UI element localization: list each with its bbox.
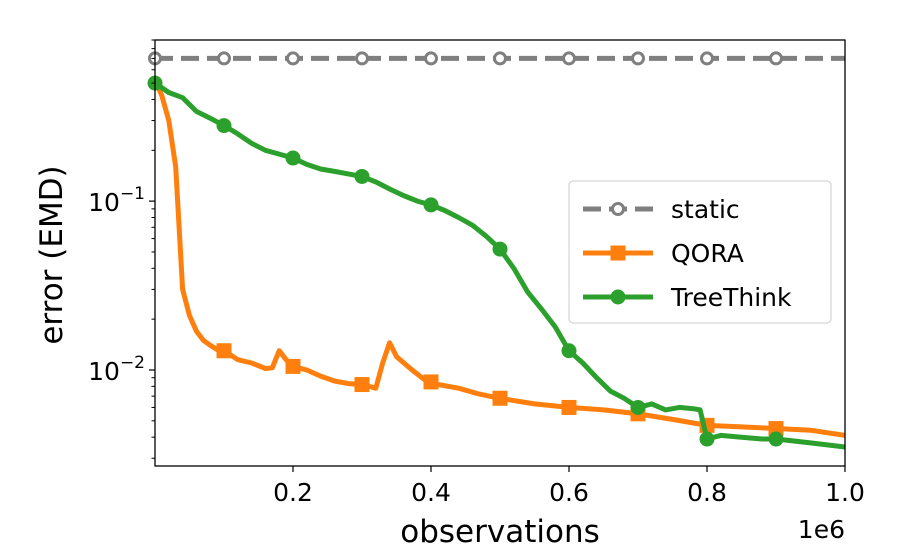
series-markers-treethink (147, 75, 784, 447)
data-point-qora (492, 390, 508, 406)
y-tick-label: 10−2 (88, 353, 145, 386)
data-point-qora (561, 399, 577, 415)
data-point-treethink (423, 197, 439, 213)
x-axis-label: observations (400, 514, 600, 550)
data-point-treethink (699, 431, 715, 447)
series-markers-static (148, 51, 783, 66)
data-point-static (700, 51, 714, 66)
data-point-static (424, 51, 438, 66)
plot-frame (154, 39, 846, 467)
data-point-qora (285, 358, 301, 374)
legend: static QORA TreeThink (568, 180, 832, 324)
x-offset-label: 1e6 (798, 515, 845, 544)
x-tick-label: 0.4 (411, 478, 451, 507)
legend-label-treethink: TreeThink (670, 283, 792, 312)
x-tick-label: 1.0 (825, 478, 865, 507)
x-tick-label: 0.2 (273, 478, 313, 507)
data-point-static (286, 51, 300, 66)
legend-frame (568, 180, 832, 324)
data-point-qora (216, 343, 232, 359)
data-point-treethink (285, 150, 301, 166)
y-axis-label: error (EMD) (34, 165, 70, 344)
data-point-qora (423, 374, 439, 390)
series-line-treethink (155, 81, 845, 450)
data-point-static (217, 51, 231, 66)
legend-marker-static (611, 202, 625, 216)
data-point-qora (354, 377, 370, 393)
data-point-treethink (630, 399, 646, 415)
x-axis: 0.2 0.4 0.6 0.8 1.0 (273, 466, 865, 507)
plot-area (147, 51, 845, 450)
legend-label-static: static (671, 195, 740, 224)
data-point-treethink (492, 241, 508, 257)
data-point-qora (768, 421, 784, 437)
data-point-treethink (768, 431, 784, 447)
data-point-treethink (354, 168, 370, 184)
data-point-static (562, 51, 576, 66)
legend-marker-qora (610, 245, 626, 261)
data-point-treethink (216, 118, 232, 134)
data-point-static (493, 51, 507, 66)
series-treethink (155, 81, 845, 450)
x-tick-label: 0.6 (549, 478, 589, 507)
y-axis: 10−2 10−1 (88, 39, 155, 459)
y-tick-label: 10−1 (88, 184, 145, 217)
data-point-static (355, 51, 369, 66)
legend-label-qora: QORA (671, 239, 744, 268)
data-point-treethink (561, 343, 577, 359)
data-point-static (631, 51, 645, 66)
x-tick-label: 0.8 (687, 478, 727, 507)
data-point-static (769, 51, 783, 66)
legend-marker-treethink (610, 289, 626, 305)
